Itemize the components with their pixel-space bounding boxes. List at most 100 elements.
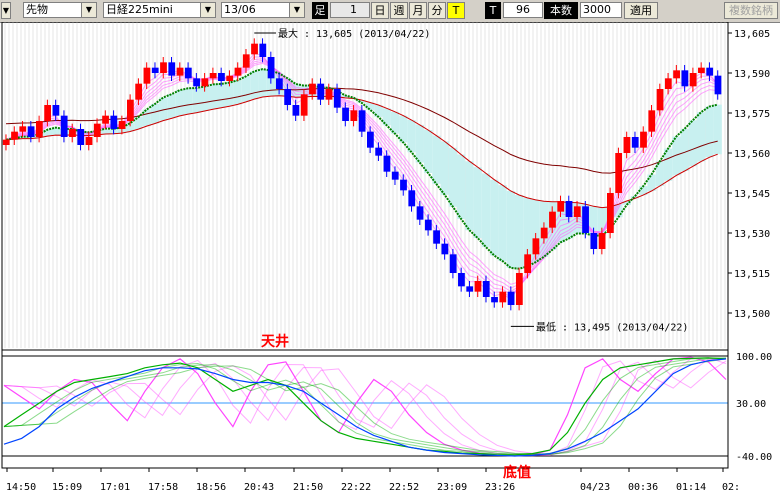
candle-up [143,67,151,84]
candle-up [135,83,143,100]
candle-down [342,107,349,121]
x-tick-label: 01:14 [676,482,706,493]
contract-value: 13/06 [224,3,256,16]
candle-down [375,147,383,156]
candle-up [69,129,76,137]
candle-up [648,110,656,132]
day-button[interactable]: 日 [371,2,389,19]
candle-down [507,291,515,305]
max-annotation: 最大 : 13,605 (2013/04/22) [278,27,430,40]
candle-down [292,105,300,116]
candle-up [102,115,109,124]
candle-down [582,206,589,233]
week-button[interactable]: 週 [390,2,408,19]
candle-down [466,286,474,292]
candle-down [416,206,424,220]
candle-down [706,67,714,76]
osc-line-mid [3,357,727,456]
ma-long-line [5,95,718,209]
x-tick-label: 00:36 [628,482,658,493]
candle-down [391,171,399,180]
min-annotation: 最低 : 13,495 (2013/04/22) [536,320,688,333]
osc-tick-label: -40.00 [736,452,772,463]
candle-up [176,67,184,76]
candle-up [325,89,333,100]
candle-down [52,105,60,116]
candle-down [424,219,432,231]
x-tick-label: 22:52 [389,482,419,493]
x-tick-label: 20:43 [244,482,274,493]
candle-up [698,67,705,73]
y-tick-label: 13,575 [734,109,770,120]
candle-up [540,227,548,239]
candle-down [275,78,283,89]
candle-down [151,67,159,73]
candle-up [85,137,93,145]
candle-down [77,129,85,145]
x-tick-label: 22:22 [341,482,371,493]
osc-line-mid-lag [3,357,727,456]
candle-down [60,115,68,137]
x-tick-label: 02: [722,482,740,493]
candle-down [184,67,192,79]
candle-down [358,110,366,132]
ashi-label: 足 [312,2,328,19]
month-button[interactable]: 月 [409,2,427,19]
osc-line-fast [3,356,727,457]
candle-down [408,190,416,207]
contract-select[interactable]: 13/06 ▼ [221,2,305,18]
candle-down [590,233,598,249]
y-tick-label: 13,500 [734,309,770,320]
osc-tick-label: 30.00 [736,399,766,410]
candle-up [35,121,43,137]
osc-line-fast-lag [3,358,727,456]
t-label: T [485,2,501,19]
candle-up [127,99,134,121]
osc-line-slow [3,358,727,457]
count-label: 本数 [544,2,578,19]
candle-up [573,206,581,217]
osc-line-mid-lag [3,357,727,456]
candle-up [201,78,209,87]
menu-dropdown[interactable]: ▼ [1,2,11,19]
candle-down [317,83,325,100]
candle-up [549,211,556,228]
candle-down [449,254,457,273]
market-select[interactable]: 先物 ▼ [23,2,97,18]
candle-up [251,43,258,55]
osc-line-fast-lag [3,359,727,455]
candle-up [93,123,101,137]
candle-down [631,137,639,148]
candle-up [2,139,10,145]
multi-symbol-button[interactable]: 複数銘柄 [724,2,778,19]
market-value: 先物 [26,3,48,16]
ashi-input[interactable]: 1 [330,2,370,18]
candle-down [681,70,689,87]
plot-frame [1,22,729,469]
candle-up [640,131,647,148]
candle-up [160,62,167,73]
candle-up [623,137,631,153]
bottom-annotation: 底值 [503,464,531,481]
t-input[interactable]: 96 [503,2,543,18]
candle-up [350,110,358,121]
candle-up [19,126,27,132]
candle-down [714,75,722,95]
candle-up [209,73,217,79]
count-input[interactable]: 3000 [580,2,622,18]
candle-down [482,281,490,297]
tick-button[interactable]: T [447,2,465,19]
apply-button[interactable]: 適用 [624,2,658,19]
minute-button[interactable]: 分 [428,2,446,19]
candle-down [218,73,225,81]
symbol-value: 日経225mini [106,3,173,16]
x-tick-label: 23:09 [437,482,467,493]
candle-up [499,291,507,303]
candle-down [333,89,341,108]
x-tick-label: 04/23 [580,482,610,493]
toolbar: ▼ 先物 ▼ 日経225mini ▼ 13/06 ▼ 足 1 日 週 月 分 T T … [0,0,780,23]
y-tick-label: 13,605 [734,29,770,40]
candle-down [433,230,440,244]
symbol-select[interactable]: 日経225mini ▼ [103,2,216,18]
candle-down [491,297,498,303]
